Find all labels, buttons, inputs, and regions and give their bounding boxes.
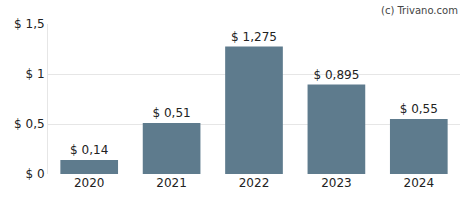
svg-text:$ 0,895: $ 0,895 bbox=[313, 68, 359, 82]
svg-text:$ 0,5: $ 0,5 bbox=[14, 117, 45, 131]
svg-text:$ 0,51: $ 0,51 bbox=[153, 106, 191, 120]
svg-text:$ 1,275: $ 1,275 bbox=[231, 30, 277, 44]
svg-text:$ 0,14: $ 0,14 bbox=[70, 143, 108, 157]
svg-text:2022: 2022 bbox=[239, 176, 270, 190]
svg-text:$ 1,5: $ 1,5 bbox=[14, 17, 45, 31]
svg-text:(c) Trivano.com: (c) Trivano.com bbox=[381, 5, 458, 16]
svg-text:2021: 2021 bbox=[156, 176, 187, 190]
svg-text:2020: 2020 bbox=[74, 176, 105, 190]
svg-text:2023: 2023 bbox=[321, 176, 352, 190]
svg-text:2024: 2024 bbox=[404, 176, 435, 190]
svg-text:$ 0,55: $ 0,55 bbox=[400, 102, 438, 116]
svg-text:$ 1: $ 1 bbox=[26, 67, 45, 81]
svg-text:$ 0: $ 0 bbox=[26, 167, 45, 181]
